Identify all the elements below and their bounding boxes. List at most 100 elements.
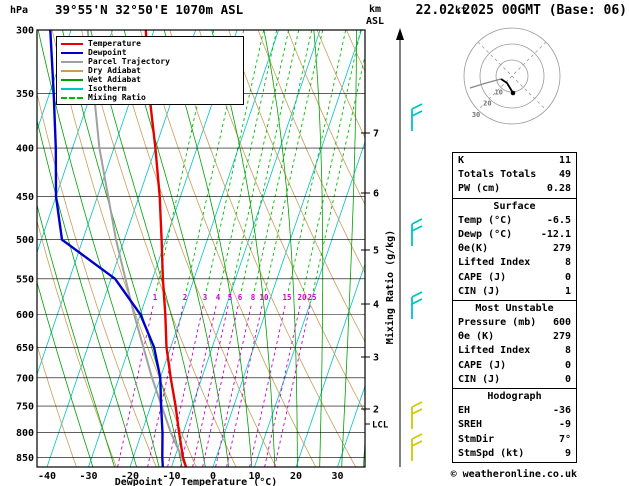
table-row-value: 7° xyxy=(558,433,571,445)
table-row-label: SREH xyxy=(458,419,483,431)
hodograph-ring xyxy=(463,27,561,125)
mixing-ratio-label: 1 xyxy=(153,293,158,302)
isotherm-line xyxy=(129,30,279,467)
table-row: Lifted Index 8 xyxy=(453,256,576,270)
table-row-label: Dewp (°C) xyxy=(458,228,513,240)
altitude-unit-km: km xyxy=(369,4,381,15)
legend-item: Temperature xyxy=(61,39,243,48)
pressure-tick-label: 750 xyxy=(16,402,34,413)
legend-swatch xyxy=(61,51,83,54)
legend-item: Isotherm xyxy=(61,84,243,93)
wind-barb-icon xyxy=(411,103,423,131)
dry-adiabat-line xyxy=(198,30,365,414)
legend: Temperature Dewpoint Parcel Trajectory Dry … xyxy=(56,36,244,105)
table-section: Surface Temp (°C) -6.5 Dewp (°C) -12.1 θe(K) 2… xyxy=(452,197,577,301)
wind-barb-feather xyxy=(411,440,423,447)
table-row-value: 8 xyxy=(564,345,571,357)
mixing-ratio-line-upper xyxy=(218,30,278,292)
table-row: K 11 xyxy=(453,154,576,168)
pressure-tick-label: 700 xyxy=(16,373,34,384)
legend-label: Isotherm xyxy=(88,84,127,93)
table-section-header: Most Unstable xyxy=(453,302,576,316)
wind-barb-feather xyxy=(411,218,423,225)
wet-adiabat-line xyxy=(37,119,137,467)
isotherm-line xyxy=(37,30,72,132)
mixing-ratio-line-lower xyxy=(226,302,264,467)
table-row-value: 0 xyxy=(564,359,571,371)
table-row-label: EH xyxy=(458,405,471,417)
hodograph-unit-label: kt xyxy=(455,5,467,16)
table-row-value: 279 xyxy=(552,243,571,255)
temperature-tick-label: -30 xyxy=(79,471,97,482)
pressure-tick-label: 550 xyxy=(16,274,34,285)
mixing-ratio-line-lower xyxy=(147,302,185,467)
isotherm-line xyxy=(212,30,362,467)
datetime-label: 22.02.2025 00GMT (Base: 06) xyxy=(416,3,627,18)
table-row: θe (K) 279 xyxy=(453,330,576,344)
table-row-value: -12.1 xyxy=(540,228,571,240)
hodograph-trace-upper xyxy=(469,78,502,89)
wet-adiabat-line xyxy=(90,30,206,467)
mixing-ratio-label: 4 xyxy=(216,293,221,302)
table-row-label: PW (cm) xyxy=(458,183,501,195)
wet-adiabat-line xyxy=(37,280,94,467)
table-row-value: 9 xyxy=(564,447,571,459)
legend-item: Dewpoint xyxy=(61,48,243,57)
mixing-ratio-label: 5 xyxy=(228,293,233,302)
pressure-tick-label: 600 xyxy=(16,310,34,321)
wind-axis-arrow xyxy=(396,28,404,40)
pressure-unit-label: hPa xyxy=(10,5,28,16)
legend-label: Dry Adiabat xyxy=(88,66,141,75)
mixing-ratio-line-upper xyxy=(264,30,324,292)
plot-frame xyxy=(36,29,366,468)
table-row: Dewp (°C) -12.1 xyxy=(453,228,576,242)
mixing-ratio-line-upper xyxy=(312,53,365,292)
mixing-ratio-line-lower xyxy=(215,302,253,467)
hodograph-ring xyxy=(479,43,545,109)
indices-tables: K 11 Totals Totals 49 PW (cm) 0.28 Surface Temp… xyxy=(452,152,577,463)
table-row-label: Lifted Index xyxy=(458,345,531,357)
table-row-value: 279 xyxy=(552,331,571,343)
wet-adiabat-line xyxy=(263,30,298,467)
x-axis-title: Dewpoint / Temperature (°C) xyxy=(115,476,278,486)
legend-swatch xyxy=(61,60,83,63)
temperature-tick-label: 30 xyxy=(331,471,343,482)
pressure-tick-label: 650 xyxy=(16,343,34,354)
mixing-ratio-line-upper xyxy=(253,30,313,292)
dry-adiabat-line xyxy=(81,30,237,467)
pressure-tick-label: 850 xyxy=(16,453,34,464)
table-row: StmSpd (kt) 9 xyxy=(453,447,576,461)
table-row-value: 0 xyxy=(564,271,571,283)
km-tick-label: 7 xyxy=(373,129,379,140)
wind-barb-feather xyxy=(411,401,423,408)
table-row-label: K xyxy=(458,155,465,166)
legend-item: Dry Adiabat xyxy=(61,66,243,75)
temperature-line xyxy=(144,30,188,467)
isotherm-line xyxy=(295,262,365,467)
table-row-value: 49 xyxy=(558,169,571,181)
lcl-label: LCL xyxy=(372,421,389,431)
dry-adiabat-line xyxy=(228,30,365,343)
mixing-ratio-label: 15 xyxy=(282,293,291,302)
table-row-value: -36 xyxy=(552,405,571,417)
km-tick-label: 3 xyxy=(373,353,379,364)
table-row: EH -36 xyxy=(453,404,576,418)
wind-barb-icon xyxy=(411,401,423,429)
table-row: CIN (J) 0 xyxy=(453,373,576,387)
wind-barb-icon xyxy=(411,291,423,319)
page-title: 39°55'N 32°50'E 1070m ASL xyxy=(55,2,244,17)
mixing-ratio-label: 10 xyxy=(259,293,269,302)
legend-label: Parcel Trajectory xyxy=(88,57,170,66)
mixing-ratio-line-upper xyxy=(287,30,347,292)
table-row-value: 11 xyxy=(558,155,571,166)
legend-swatch xyxy=(61,69,83,72)
pressure-tick-label: 500 xyxy=(16,235,34,246)
wet-adiabat-line xyxy=(163,30,253,467)
table-row-label: StmSpd (kt) xyxy=(458,447,525,459)
table-row-value: -9 xyxy=(558,419,571,431)
table-row-label: CIN (J) xyxy=(458,373,501,385)
table-row: θe(K) 279 xyxy=(453,242,576,256)
table-row-label: StmDir xyxy=(458,433,495,445)
